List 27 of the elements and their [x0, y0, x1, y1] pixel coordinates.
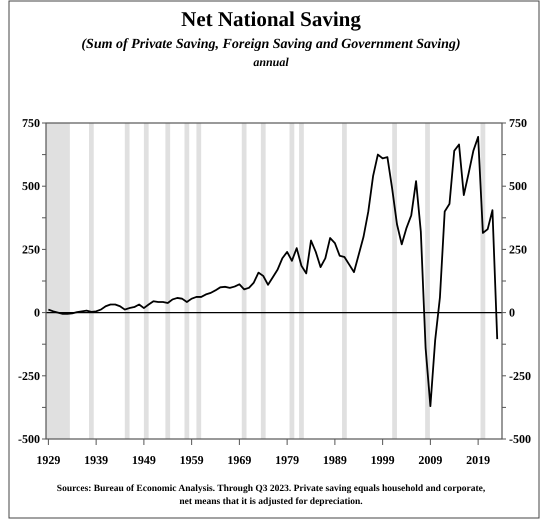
x-tick-label: 1929 — [36, 453, 60, 467]
source-note: Sources: Bureau of Economic Analysis. Through Q3 2023. Private saving equals household and corporate, net means that it is adjusted for depreciation. — [56, 484, 486, 507]
line-series — [47, 136, 498, 408]
x-tick-label: 1939 — [84, 453, 108, 467]
x-tick-label: 1959 — [180, 453, 204, 467]
x-tick-label: 1989 — [322, 453, 347, 467]
x-tick-label: 2009 — [418, 453, 442, 467]
y-tick-label: -500 — [18, 432, 40, 446]
y2-tick-label: -500 — [509, 432, 531, 446]
x-tick-label: 1949 — [132, 453, 156, 467]
x-tick-label: 2019 — [466, 453, 490, 467]
y-tick-label: -250 — [18, 368, 40, 383]
x-tick-label: 1969 — [227, 453, 252, 467]
y-tick-label: 250 — [22, 242, 40, 256]
y-tick-label: 500 — [22, 179, 40, 194]
y-tick-label: 750 — [22, 116, 40, 130]
y2-tick-label: -250 — [509, 368, 531, 383]
y2-tick-label: 500 — [509, 179, 527, 194]
x-tick-label: 1979 — [275, 453, 300, 467]
y-tick-label: 0 — [34, 306, 40, 320]
y2-tick-label: 250 — [509, 242, 527, 256]
y2-tick-label: 0 — [509, 306, 515, 320]
chart-title: Net National Saving — [181, 7, 362, 31]
x-tick-label: 1999 — [370, 453, 395, 467]
text: annual — [253, 55, 290, 69]
chart-subtitle: (Sum of Private Saving, Foreign Saving and Government Saving) — [81, 37, 461, 52]
y2-tick-label: 750 — [509, 116, 527, 130]
